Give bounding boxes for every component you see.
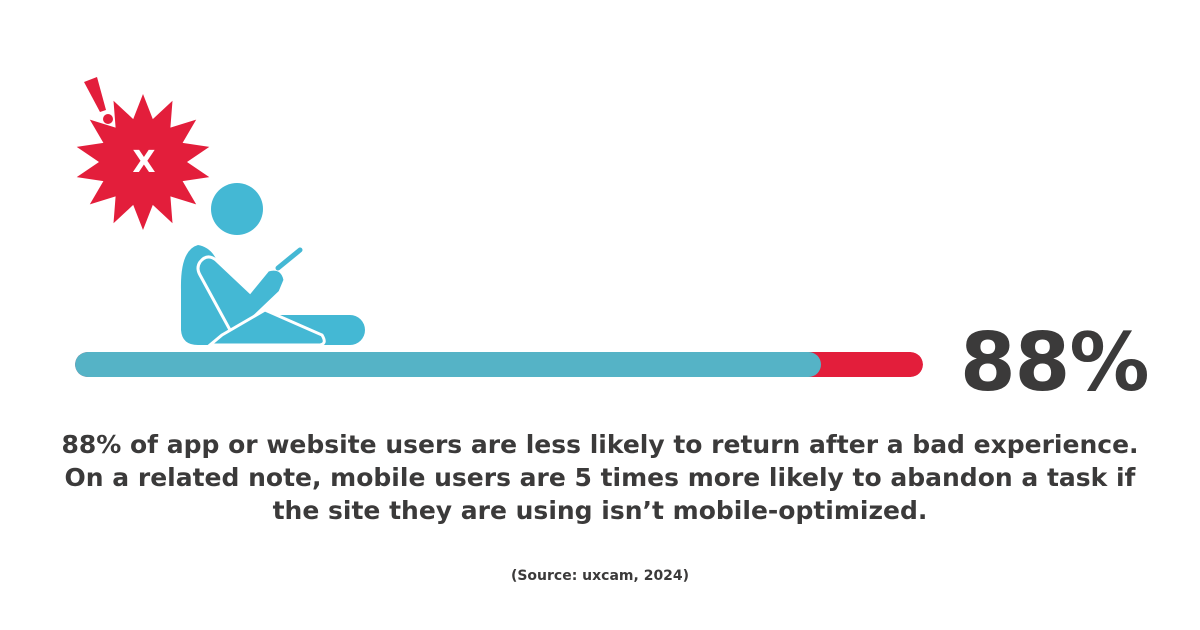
exclamation-icon <box>84 77 113 124</box>
burst-symbol: X <box>132 145 155 180</box>
stat-description: 88% of app or website users are less lik… <box>61 430 1139 525</box>
person-with-phone-icon <box>180 183 365 347</box>
stat-value: 88% <box>960 316 1149 409</box>
error-burst-icon: X <box>76 94 210 230</box>
progress-bar <box>75 352 923 377</box>
progress-fill <box>75 352 822 377</box>
source-citation: (Source: uxcam, 2024) <box>510 568 690 584</box>
